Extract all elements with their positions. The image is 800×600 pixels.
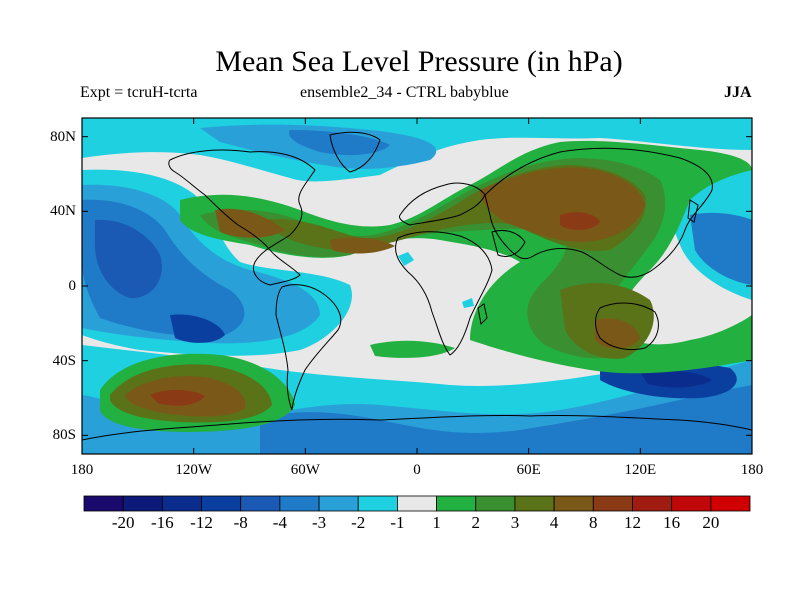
- colorbar-swatch: [240, 495, 281, 512]
- coast-antarctica: [82, 414, 752, 441]
- lat-tick-label: 40S: [52, 352, 76, 369]
- coast-arabia: [491, 229, 526, 257]
- colorbar-swatch: [83, 495, 124, 512]
- lon-tick-label: 180: [70, 462, 94, 478]
- colorbar-swatch: [475, 495, 516, 512]
- page-title: Mean Sea Level Pressure (in hPa): [215, 45, 623, 78]
- colorbar-swatch: [632, 495, 673, 512]
- southern-negative-strong: [260, 385, 752, 454]
- colorbar-level-label: 16: [663, 513, 681, 532]
- coast-asia: [484, 147, 713, 278]
- colorbar-level-label: -1: [390, 513, 405, 532]
- na-positive-core: [215, 208, 285, 238]
- colorbar-swatch: [436, 495, 477, 512]
- coast-north-america: [168, 149, 316, 286]
- colorbar-swatch: [514, 495, 555, 512]
- coast-south-america: [275, 284, 342, 411]
- coast-japan: [687, 199, 699, 223]
- colorbar-swatch: [553, 495, 594, 512]
- colorbar-level-label: 12: [623, 513, 641, 532]
- lat-tick-label: 40N: [50, 203, 76, 220]
- colorbar-swatch: [710, 495, 751, 512]
- colorbar-level-label: 4: [549, 513, 559, 532]
- coastlines: [82, 131, 752, 441]
- eurasia-positive-core: [480, 167, 645, 242]
- expt-label: Expt = tcruH-tcrta: [80, 84, 198, 101]
- africa-negative-patch: [462, 298, 474, 308]
- lon-tick-label: 0: [413, 462, 421, 478]
- colorbar-level-label: -8: [233, 513, 248, 532]
- colorbar-swatch: [122, 495, 163, 512]
- coast-greenland: [329, 131, 381, 173]
- atl-positive-core: [330, 237, 395, 254]
- colorbar-level-label: 8: [589, 513, 598, 532]
- australia-positive-peak: [595, 318, 640, 349]
- colorbar-level-label: 1: [432, 513, 441, 532]
- coast-europe: [399, 182, 486, 226]
- anomaly-field: [82, 118, 752, 454]
- ensemble-label: ensemble2_34 - CTRL babyblue: [300, 84, 509, 101]
- lat-tick-label: 0: [68, 278, 77, 294]
- south-pacific-positive-peak: [150, 389, 205, 406]
- colorbar-level-label: -16: [151, 513, 174, 532]
- lon-tick-label: 120W: [175, 462, 212, 478]
- lat-tick-label: 80N: [50, 128, 76, 145]
- season-label: JJA: [724, 84, 752, 101]
- colorbar-swatch: [592, 495, 633, 512]
- colorbar-level-label: -2: [351, 513, 366, 532]
- axis-ticks: [81, 118, 753, 454]
- colorbar-level-label: -12: [190, 513, 213, 532]
- colorbar-swatch: [397, 495, 437, 512]
- atlantic-negative-patch: [398, 252, 414, 266]
- colorbar-level-label: 2: [471, 513, 481, 532]
- colorbar-swatch: [357, 495, 398, 512]
- colorbar: [83, 495, 751, 512]
- lon-tick-label: 180: [740, 462, 764, 478]
- southern-negative-core2: [640, 370, 712, 388]
- colorbar-swatch: [201, 495, 242, 512]
- colorbar-level-label: 20: [702, 513, 720, 532]
- colorbar-swatch: [279, 495, 320, 512]
- arctic-negative-inner: [289, 130, 390, 156]
- lon-tick-label: 60E: [516, 462, 541, 478]
- colorbar-level-label: -3: [311, 513, 327, 532]
- coast-africa: [395, 231, 493, 356]
- colorbar-swatch: [318, 495, 359, 512]
- colorbar-level-label: -4: [272, 513, 287, 532]
- colorbar-swatch: [161, 495, 202, 512]
- colorbar-level-label: -20: [111, 513, 135, 532]
- colorbar-swatch: [671, 495, 712, 512]
- eurasia-positive-peak: [560, 212, 600, 230]
- coast-australia: [595, 302, 659, 351]
- northwest-pacific-negative-mid: [690, 212, 752, 285]
- atlantic-positive-region: [370, 340, 455, 358]
- lon-tick-label: 120E: [624, 462, 657, 478]
- pacific-negative-core: [95, 219, 162, 299]
- lon-tick-label: 60W: [290, 462, 320, 478]
- colorbar-level-label: 3: [510, 513, 520, 532]
- coast-madagascar: [477, 303, 488, 326]
- pacific-negative-core2: [170, 314, 225, 343]
- lat-tick-label: 80S: [52, 427, 76, 444]
